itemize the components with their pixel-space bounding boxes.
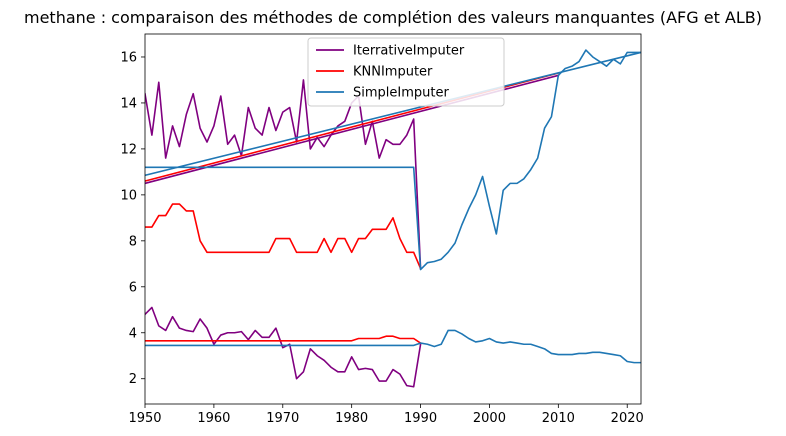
y-tick-label: 6 [129, 280, 137, 295]
y-tick-label: 2 [129, 372, 137, 387]
legend-label-SimpleImputer: SimpleImputer [353, 86, 449, 101]
legend-label-IterrativeImputer: IterrativeImputer [353, 44, 465, 59]
x-tick-label: 1950 [128, 411, 161, 426]
series-line-SimpleImputer-2 [145, 51, 641, 177]
series-line-IterrativeImputer-1 [145, 306, 422, 388]
x-tick-label: 2020 [611, 411, 644, 426]
x-tick-label: 2010 [542, 411, 575, 426]
series-SimpleImputer [145, 49, 641, 364]
y-tick-label: 10 [120, 188, 137, 203]
y-tick-label: 8 [129, 234, 137, 249]
legend-box [307, 37, 505, 107]
series-line-KNNImputer-1 [145, 335, 422, 345]
y-tick-label: 4 [129, 326, 137, 341]
x-axis: 1950 1960 1970 1980 1990 2000 2010 2020 [128, 404, 644, 426]
y-axis: 2 4 6 8 10 12 14 16 [120, 50, 145, 387]
x-tick-label: 1970 [266, 411, 299, 426]
y-tick-label: 16 [120, 50, 137, 65]
series-line-SimpleImputer-0 [145, 49, 641, 271]
x-tick-label: 1990 [404, 411, 437, 426]
x-tick-label: 1980 [335, 411, 368, 426]
series-layer [145, 49, 641, 388]
plot-frame [144, 33, 642, 405]
series-line-SimpleImputer-1 [145, 329, 641, 364]
x-tick-label: 1960 [197, 411, 230, 426]
y-tick-label: 12 [120, 142, 137, 157]
legend-label-KNNImputer: KNNImputer [353, 65, 433, 80]
y-tick-label: 14 [120, 96, 137, 111]
series-line-KNNImputer-0 [145, 203, 422, 270]
series-KNNImputer [145, 72, 560, 345]
series-line-IterrativeImputer-0 [145, 79, 422, 270]
legend: IterrativeImputer KNNImputer SimpleImputer [307, 37, 505, 107]
x-tick-label: 2000 [473, 411, 506, 426]
chart-title: methane : comparaison des méthodes de co… [24, 8, 762, 27]
